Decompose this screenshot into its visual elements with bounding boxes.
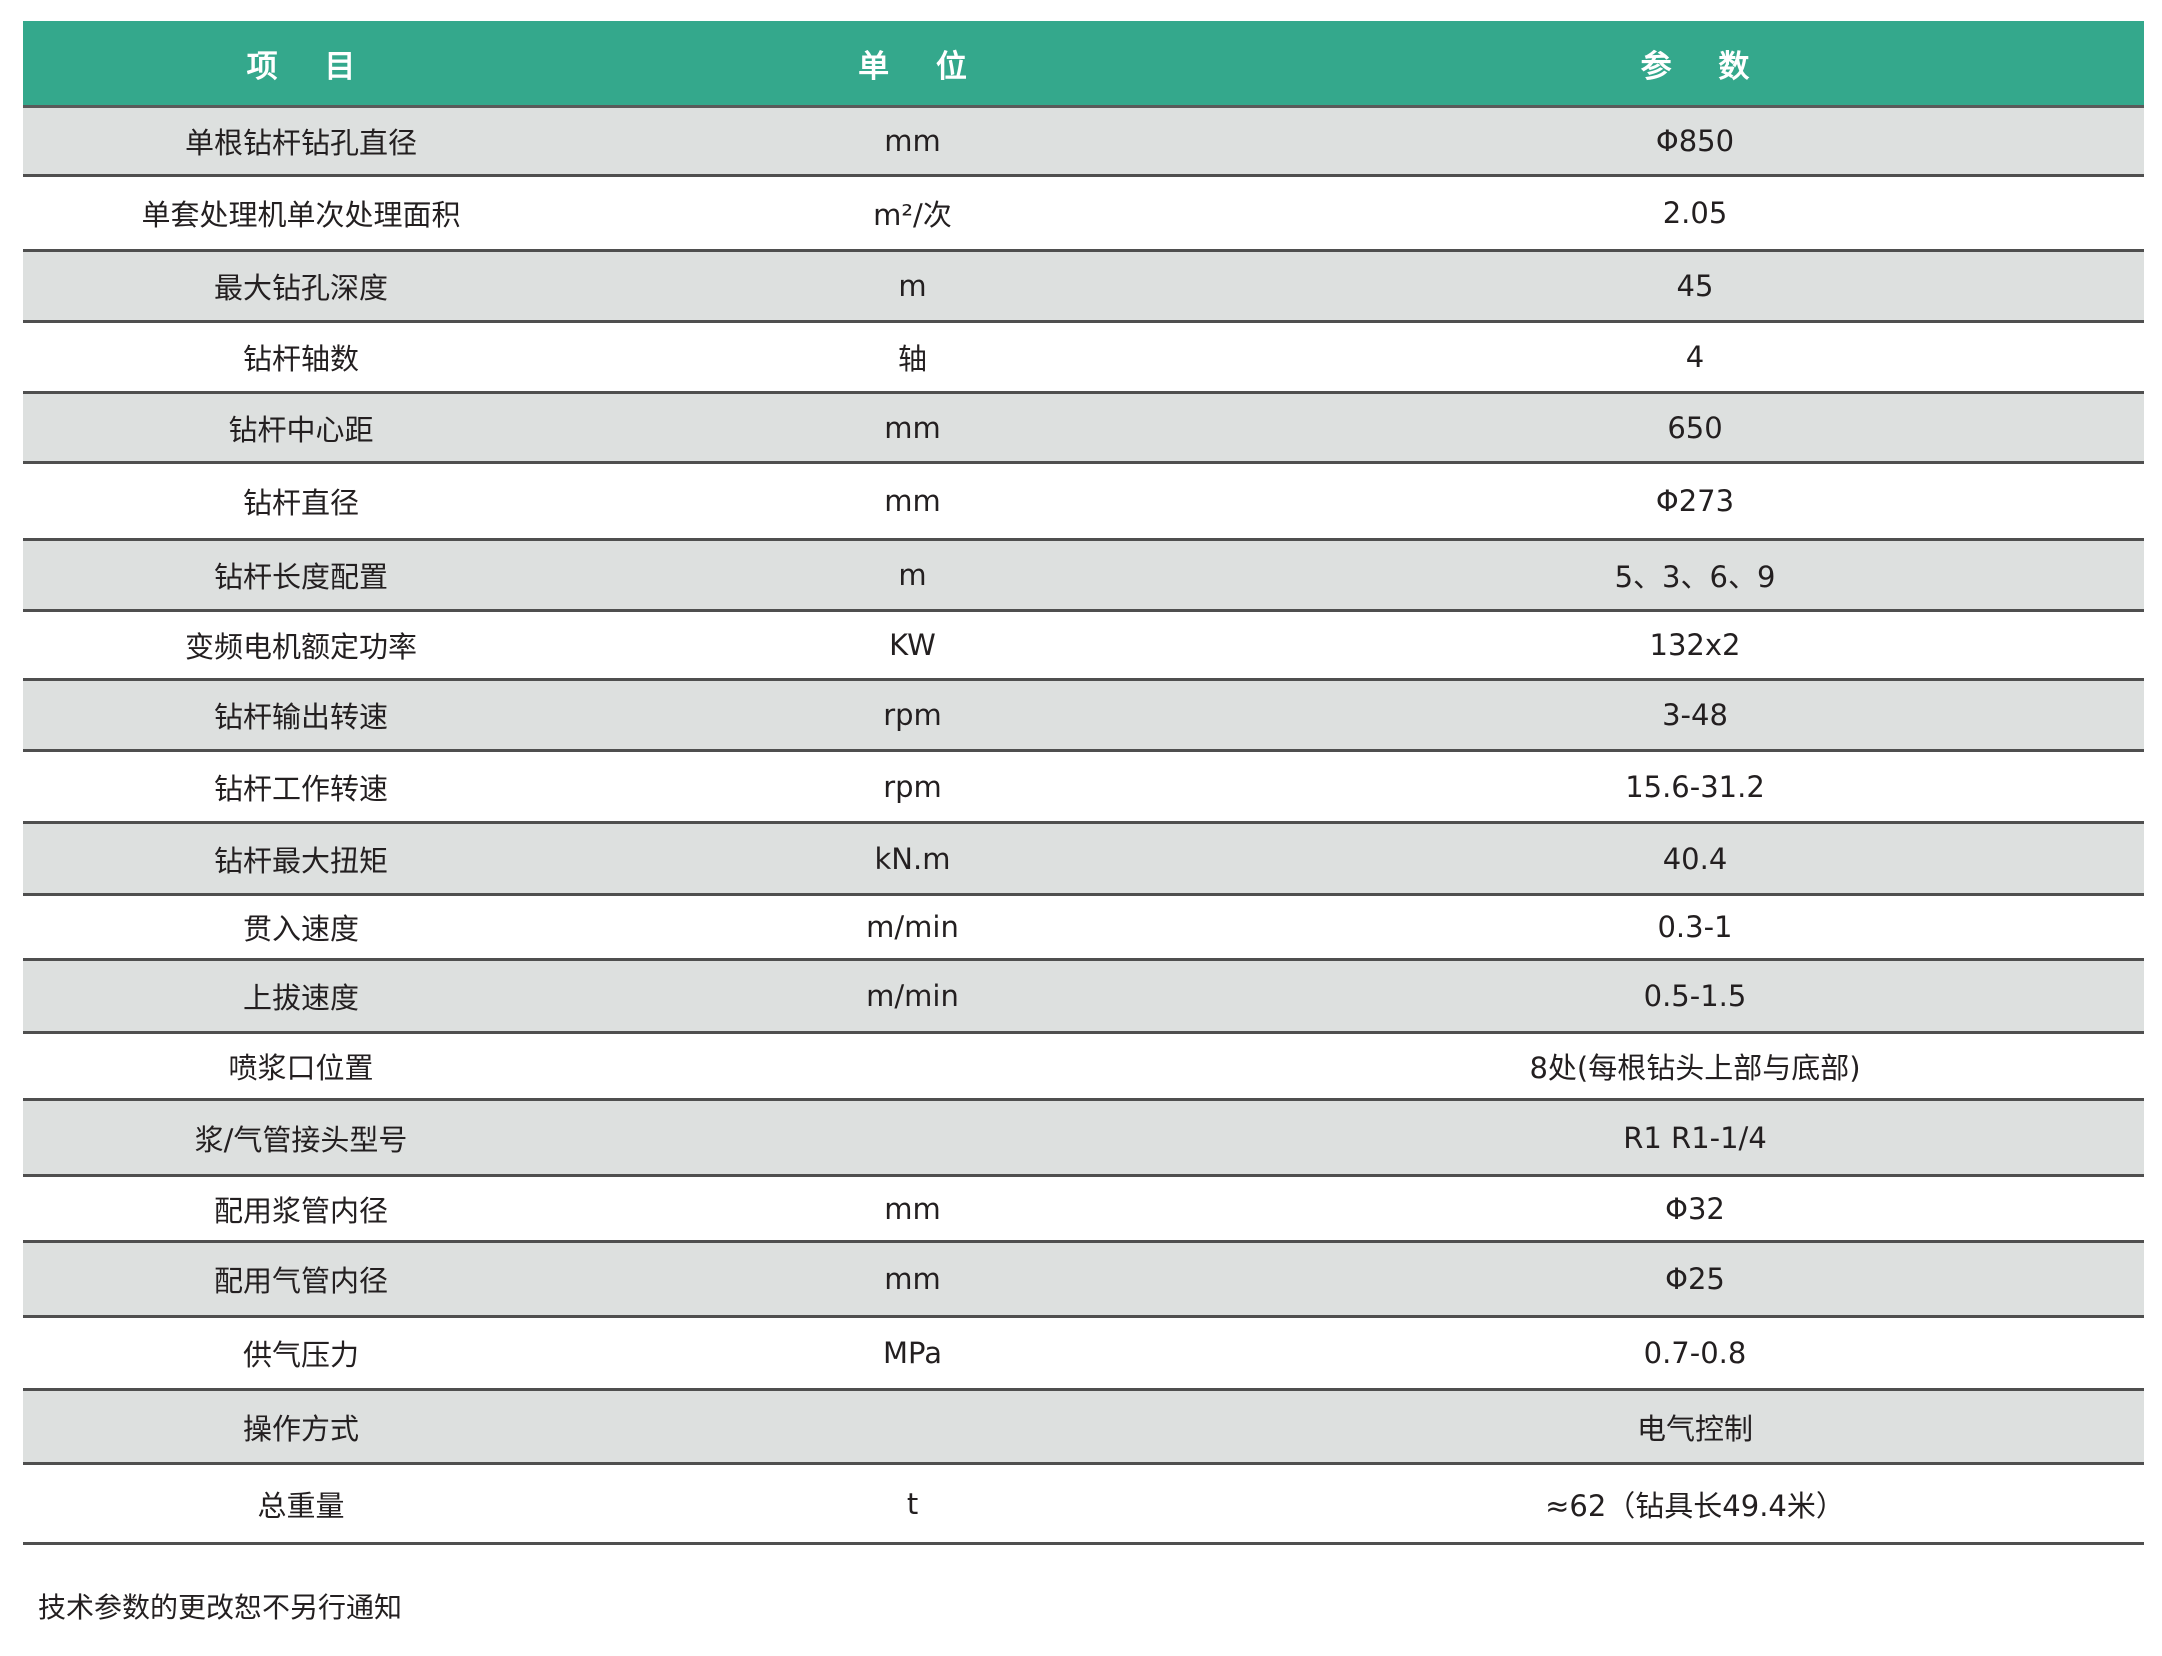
cell-unit: mm <box>884 124 941 158</box>
table-row: 操作方式 电气控制 <box>23 1391 2144 1465</box>
cell-value: 3-48 <box>1662 698 1728 732</box>
table-row: 钻杆轴数 轴 4 <box>23 323 2144 394</box>
cell-unit: t <box>906 1486 919 1521</box>
table-row: 钻杆最大扭矩 kN.m 40.4 <box>23 824 2144 896</box>
cell-value: 15.6-31.2 <box>1625 769 1765 804</box>
table-row: 喷浆口位置 8处(每根钻头上部与底部) <box>23 1034 2144 1101</box>
table-row: 单根钻杆钻孔直径 mm Φ850 <box>23 108 2144 177</box>
cell-value: 电气控制 <box>1636 1411 1753 1446</box>
cell-unit: rpm <box>883 769 942 804</box>
cell-value: 0.7-0.8 <box>1643 1336 1747 1370</box>
cell-item: 钻杆轴数 <box>242 342 359 376</box>
header-value: 参 数 <box>1640 48 1768 85</box>
cell-item: 上拔速度 <box>242 981 359 1015</box>
table-row: 浆/气管接头型号 R1 R1-1/4 <box>23 1101 2144 1177</box>
cell-item: 钻杆工作转速 <box>213 771 388 806</box>
cell-item: 钻杆直径 <box>242 486 359 520</box>
cell-unit: mm <box>884 484 941 518</box>
table-row: 钻杆长度配置 m 5、3、6、9 <box>23 541 2144 612</box>
cell-item: 单根钻杆钻孔直径 <box>184 126 417 160</box>
table-row: 总重量 t ≈62（钻具长49.4米） <box>23 1465 2144 1545</box>
cell-value: 4 <box>1685 340 1705 374</box>
table-body: 单根钻杆钻孔直径 mm Φ850 单套处理机单次处理面积 m²/次 2.05 最大钻孔深度 m… <box>23 108 2144 1545</box>
cell-value: 8处(每根钻头上部与底部) <box>1529 1051 1861 1085</box>
cell-unit: KW <box>889 628 936 662</box>
table-row: 钻杆中心距 mm 650 <box>23 394 2144 464</box>
cell-item: 喷浆口位置 <box>228 1051 374 1085</box>
cell-unit: m/min <box>866 910 959 944</box>
cell-value: ≈62（钻具长49.4米） <box>1545 1488 1845 1523</box>
cell-value: 45 <box>1676 269 1714 303</box>
cell-item: 最大钻孔深度 <box>213 271 388 305</box>
cell-unit: m²/次 <box>873 198 952 232</box>
footnote: 技术参数的更改恕不另行通知 <box>38 1591 403 1624</box>
cell-value: 0.3-1 <box>1657 910 1733 944</box>
cell-unit: MPa <box>883 1336 942 1370</box>
cell-item: 钻杆中心距 <box>228 412 374 447</box>
cell-item: 钻杆长度配置 <box>213 560 388 594</box>
cell-item: 总重量 <box>257 1488 345 1523</box>
cell-value: Φ32 <box>1665 1191 1725 1226</box>
cell-unit: rpm <box>883 698 942 732</box>
cell-value: Φ273 <box>1655 484 1735 518</box>
cell-value: 2.05 <box>1662 196 1728 230</box>
cell-item: 配用气管内径 <box>213 1264 388 1298</box>
table-row: 配用浆管内径 mm Φ32 <box>23 1177 2144 1243</box>
table-row: 变频电机额定功率 KW 132x2 <box>23 612 2144 681</box>
cell-unit: kN.m <box>874 841 951 876</box>
table-row: 单套处理机单次处理面积 m²/次 2.05 <box>23 177 2144 252</box>
cell-item: 供气压力 <box>242 1338 359 1372</box>
cell-value: 40.4 <box>1662 841 1728 876</box>
cell-value: 132x2 <box>1649 628 1741 662</box>
cell-value: 0.5-1.5 <box>1643 979 1747 1013</box>
table-row: 上拔速度 m/min 0.5-1.5 <box>23 961 2144 1034</box>
cell-item: 变频电机额定功率 <box>184 630 417 664</box>
header-item: 项 目 <box>246 48 374 85</box>
cell-value: R1 R1-1/4 <box>1623 1120 1767 1155</box>
table-row: 最大钻孔深度 m 45 <box>23 252 2144 323</box>
cell-value: Φ25 <box>1665 1262 1725 1296</box>
table-row: 钻杆直径 mm Φ273 <box>23 464 2144 541</box>
cell-item: 单套处理机单次处理面积 <box>141 198 461 232</box>
table-header: 项 目 单 位 参 数 <box>23 21 2144 108</box>
header-unit: 单 位 <box>858 48 985 85</box>
cell-item: 配用浆管内径 <box>213 1193 388 1228</box>
cell-unit: mm <box>884 1191 941 1226</box>
cell-item: 钻杆最大扭矩 <box>213 843 388 878</box>
table-row: 配用气管内径 mm Φ25 <box>23 1243 2144 1318</box>
cell-value: 5、3、6、9 <box>1614 560 1776 594</box>
table-row: 贯入速度 m/min 0.3-1 <box>23 896 2144 961</box>
spec-table: 项 目 单 位 参 数 单根钻杆钻孔直径 mm Φ850 单套处理机单次处理面积 m²/… <box>23 21 2144 1545</box>
cell-item: 操作方式 <box>242 1411 359 1446</box>
cell-unit: m <box>898 558 927 592</box>
table-row: 钻杆工作转速 rpm 15.6-31.2 <box>23 752 2144 824</box>
cell-unit: mm <box>884 1262 941 1296</box>
cell-unit: mm <box>884 410 941 445</box>
cell-unit: m <box>898 269 927 303</box>
cell-item: 贯入速度 <box>242 912 359 946</box>
cell-unit: m/min <box>866 979 959 1013</box>
table-row: 钻杆输出转速 rpm 3-48 <box>23 681 2144 752</box>
cell-value: 650 <box>1667 410 1723 445</box>
table-row: 供气压力 MPa 0.7-0.8 <box>23 1318 2144 1391</box>
cell-value: Φ850 <box>1655 124 1735 158</box>
cell-item: 浆/气管接头型号 <box>194 1122 408 1157</box>
cell-item: 钻杆输出转速 <box>213 700 388 734</box>
cell-unit: 轴 <box>897 342 927 376</box>
